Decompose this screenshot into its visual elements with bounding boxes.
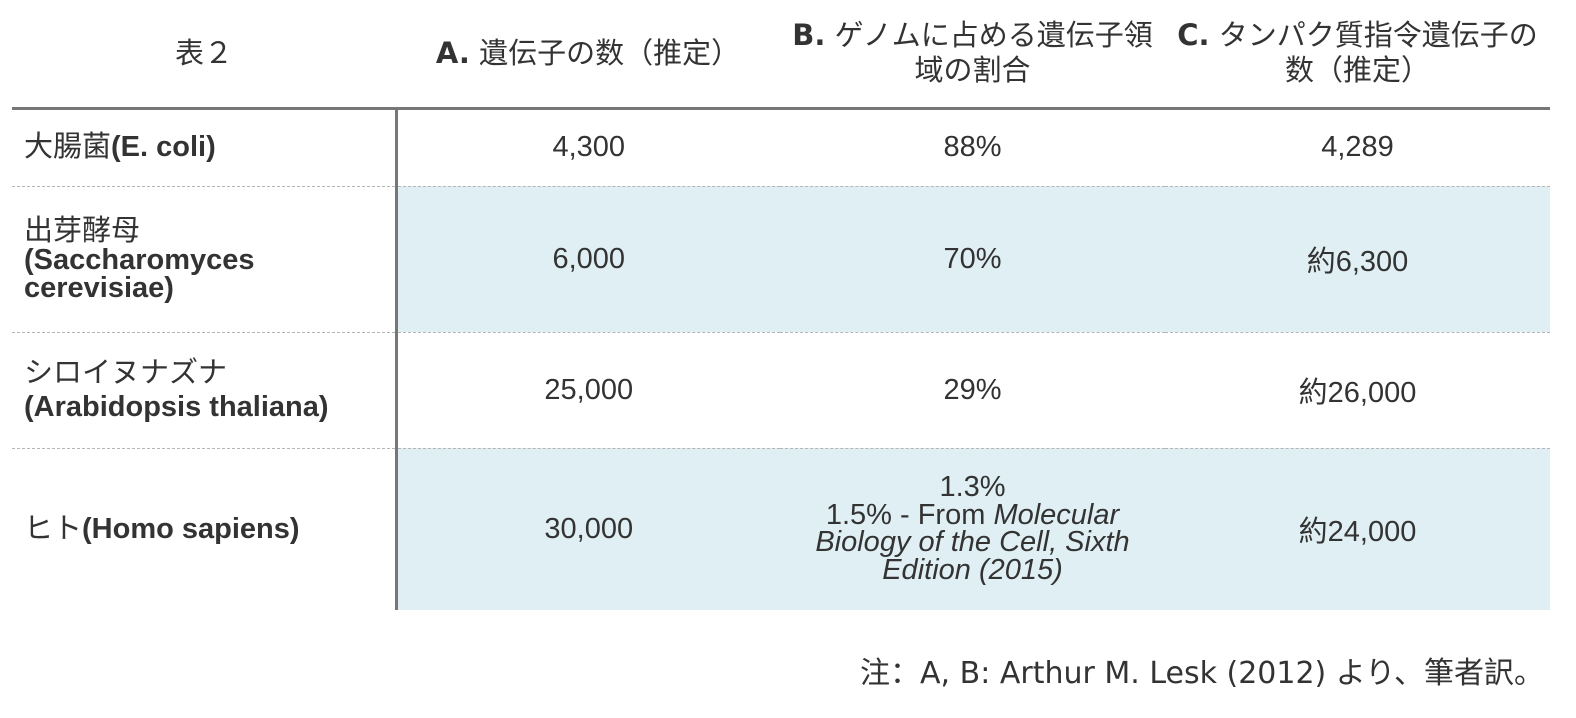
cell-protein-coding-count: 約24,000 — [1165, 448, 1550, 610]
column-letter: C. — [1177, 17, 1210, 52]
table-row-arabidopsis: シロイヌナズナ (Arabidopsis thaliana) 25,000 29%… — [12, 332, 1550, 449]
organism-name-latin: (Saccharomyces cerevisiae) — [24, 244, 255, 304]
organism-name-latin: (Homo sapiens) — [82, 513, 300, 546]
ratio-value-primary: 1.3% — [939, 471, 1006, 504]
cell-gene-region-ratio: 1.3% 1.5% - From Molecular Biology of the… — [780, 448, 1165, 610]
column-header-c: C. タンパク質指令遺伝子の数（推定） — [1165, 0, 1550, 110]
column-label: ゲノムに占める遺伝子領域の割合 — [834, 17, 1153, 88]
cell-gene-region-ratio: 70% — [780, 186, 1165, 333]
row-header: 出芽酵母 (Saccharomyces cerevisiae) — [12, 186, 398, 333]
table-corner-label: 表２ — [12, 0, 396, 110]
cell-gene-count: 25,000 — [396, 332, 780, 449]
organism-name-jp: 大腸菌 — [24, 129, 112, 164]
gene-count-table: 表２ A. 遺伝子の数（推定） B. ゲノムに占める遺伝子領域の割合 C. タン… — [12, 0, 1550, 610]
cell-gene-region-ratio: 29% — [780, 332, 1165, 449]
column-header-b: B. ゲノムに占める遺伝子領域の割合 — [780, 0, 1165, 110]
cell-gene-count: 6,000 — [396, 186, 780, 333]
cell-protein-coding-count: 4,289 — [1165, 108, 1550, 187]
row-header: 大腸菌(E. coli) — [12, 108, 398, 187]
table-row-human: ヒト(Homo sapiens) 30,000 1.3% 1.5% - From … — [12, 448, 1550, 610]
column-label: 遺伝子の数（推定） — [479, 35, 741, 70]
column-header-a: A. 遺伝子の数（推定） — [396, 0, 780, 110]
table-footnote: 注：A, B: Arthur M. Lesk (2012) より、筆者訳。 — [860, 656, 1544, 691]
table-row-yeast: 出芽酵母 (Saccharomyces cerevisiae) 6,000 70%… — [12, 186, 1550, 333]
organism-name-latin: (Arabidopsis thaliana) — [24, 390, 329, 423]
column-letter: B. — [792, 17, 826, 52]
cell-gene-count: 30,000 — [396, 448, 780, 610]
row-header: シロイヌナズナ (Arabidopsis thaliana) — [12, 332, 398, 449]
header-row: 表２ A. 遺伝子の数（推定） B. ゲノムに占める遺伝子領域の割合 C. タン… — [12, 0, 1550, 110]
gene-count-table-container: 表２ A. 遺伝子の数（推定） B. ゲノムに占める遺伝子領域の割合 C. タン… — [12, 0, 1550, 610]
organism-name-latin: (E. coli) — [111, 131, 216, 164]
row-header: ヒト(Homo sapiens) — [12, 448, 398, 610]
cell-gene-region-ratio: 88% — [780, 108, 1165, 187]
organism-name-jp: 出芽酵母 — [24, 212, 141, 247]
column-letter: A. — [435, 35, 470, 70]
ratio-source-citation: Molecular Biology of the Cell, Sixth Edi… — [815, 498, 1130, 586]
cell-protein-coding-count: 約26,000 — [1165, 332, 1550, 449]
table-row-e-coli: 大腸菌(E. coli) 4,300 88% 4,289 — [12, 108, 1550, 187]
cell-protein-coding-count: 約6,300 — [1165, 186, 1550, 333]
cell-gene-count: 4,300 — [396, 108, 780, 187]
ratio-value-secondary: 1.5% - From — [825, 498, 994, 531]
organism-name-jp: ヒト — [24, 511, 83, 546]
organism-name-jp: シロイヌナズナ — [24, 355, 228, 390]
column-label: タンパク質指令遺伝子の数（推定） — [1218, 17, 1538, 88]
